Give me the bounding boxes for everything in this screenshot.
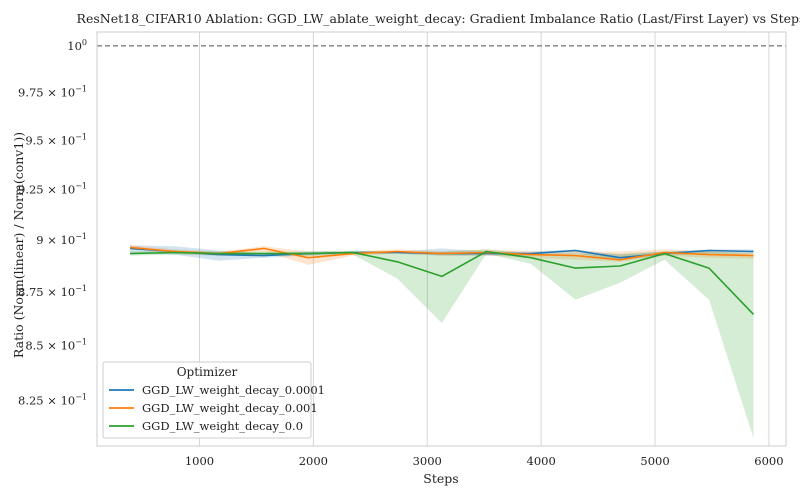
x-tick-label: 3000	[413, 454, 442, 468]
confidence-band	[130, 245, 754, 265]
y-tick-label: 9.5 × 10−1	[25, 132, 87, 147]
chart-title: ResNet18_CIFAR10 Ablation: GGD_LW_ablate…	[77, 11, 800, 26]
x-tick-label: 6000	[754, 454, 783, 468]
y-tick-exponent: 0	[82, 38, 87, 47]
legend-label: GGD_LW_weight_decay_0.0001	[142, 383, 325, 397]
y-tick-exponent: −1	[75, 232, 87, 241]
x-tick-label: 1000	[185, 454, 214, 468]
y-tick-label: 8.75 × 10−1	[18, 284, 87, 299]
legend-title: Optimizer	[177, 365, 238, 379]
y-tick-exponent: −1	[75, 338, 87, 347]
y-tick-base: 9.5 × 10	[25, 133, 75, 147]
legend-items: GGD_LW_weight_decay_0.0001 GGD_LW_weight_…	[109, 383, 325, 433]
legend-box	[102, 361, 312, 439]
y-tick-base: 8.75 × 10	[18, 285, 75, 299]
y-tick-label: 8.5 × 10−1	[25, 338, 87, 353]
series-line	[130, 246, 754, 261]
y-tick-base: 9 × 10	[36, 233, 75, 247]
y-tick-base: 9.25 × 10	[18, 183, 75, 197]
y-tick-exponent: −1	[75, 393, 87, 402]
y-tick-label: 8.25 × 10−1	[18, 393, 87, 408]
y-tick-exponent: −1	[75, 84, 87, 93]
series-line	[130, 250, 755, 315]
y-tick-label: 9.75 × 10−1	[18, 84, 87, 99]
series-lines	[130, 246, 755, 315]
y-tick-base: 8.5 × 10	[25, 339, 75, 353]
x-tick-label: 2000	[299, 454, 328, 468]
x-axis-label: Steps	[423, 471, 458, 486]
y-tick-exponent: −1	[75, 182, 87, 191]
y-tick-exponent: −1	[75, 132, 87, 141]
plot-area-frame	[96, 31, 787, 447]
confidence-band	[130, 249, 754, 438]
y-tick-label: 100	[67, 38, 87, 53]
x-tick-labels: 1000 2000 3000 4000 5000 6000	[185, 454, 784, 468]
legend: Optimizer GGD_LW_weight_decay_0.0001GGD_…	[102, 361, 325, 439]
y-tick-base: 8.25 × 10	[18, 394, 75, 408]
x-tick-label: 4000	[527, 454, 556, 468]
x-tick-label: 5000	[640, 454, 669, 468]
y-tick-label: 9 × 10−1	[36, 232, 87, 247]
y-tick-base: 10	[67, 39, 82, 53]
y-tick-label: 9.25 × 10−1	[18, 182, 87, 197]
legend-label: GGD_LW_weight_decay_0.0	[142, 419, 303, 433]
y-tick-base: 9.75 × 10	[18, 85, 75, 99]
legend-label: GGD_LW_weight_decay_0.001	[142, 401, 318, 415]
y-tick-exponent: −1	[75, 284, 87, 293]
y-axis-label: Ratio (Norm(linear) / Norm(conv1))	[11, 132, 26, 358]
